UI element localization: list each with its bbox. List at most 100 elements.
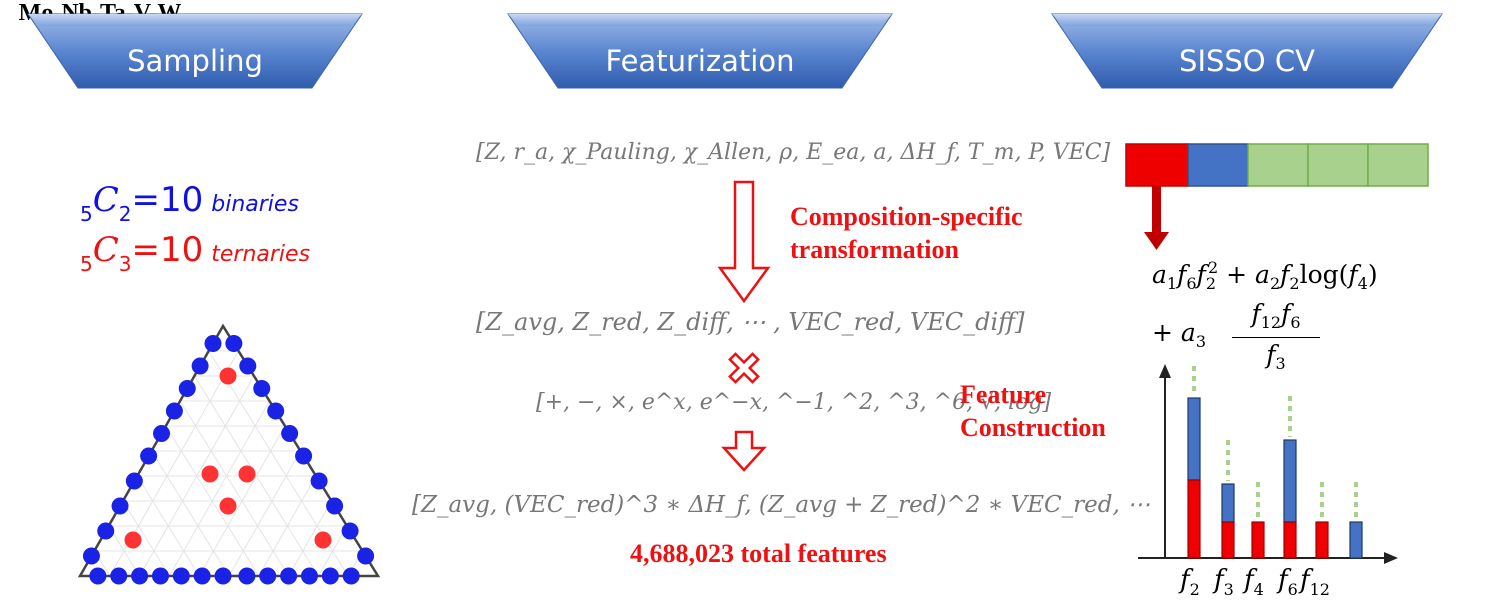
feature-axis-labels: f2 f3 f4 f6 f12 [1180, 565, 1360, 601]
y-axis-arrow-icon [1159, 364, 1171, 378]
binary-point [214, 567, 232, 585]
cv-fold-5 [1367, 143, 1429, 187]
bar-red [1221, 521, 1235, 559]
binary-point [225, 335, 243, 352]
binaries-prefix: 5 [80, 202, 93, 226]
sisso-fraction: f12f6 f3 [1232, 300, 1320, 381]
binary-point [97, 522, 115, 540]
binaries-label: binaries [211, 192, 299, 217]
grid-line [122, 500, 170, 577]
transformed-features: [Z_avg, Z_red, Z_diff, ⋯ , VEC_red, VEC_… [476, 308, 1025, 336]
binary-point [110, 567, 128, 585]
binary-point [191, 357, 209, 375]
binary-point [178, 380, 196, 397]
binary-point [153, 425, 171, 442]
ternary-point [219, 367, 237, 385]
feature-importance-plot [1138, 364, 1398, 564]
cv-fold-3 [1247, 143, 1309, 187]
banner-sampling-shape [27, 13, 363, 89]
binary-point [239, 357, 257, 375]
ternary-point [201, 465, 219, 483]
arrows-graphic [717, 180, 771, 472]
binary-point [82, 547, 100, 565]
ternaries-prefix: 5 [80, 252, 93, 276]
bar-blue [1221, 483, 1235, 523]
binary-point [193, 567, 211, 585]
transformation-label-line1: Composition-specific [790, 202, 1023, 231]
feature-label-f4: f4 [1244, 565, 1264, 599]
feature-label-f6: f6 [1278, 565, 1298, 599]
ternaries-count: 5C3=10 ternaries [80, 230, 310, 276]
cv-fold-4 [1307, 143, 1369, 187]
binary-point [140, 447, 158, 465]
binary-point [267, 402, 285, 420]
bar-blue [1187, 397, 1201, 481]
grid-line [139, 375, 255, 577]
binary-point [172, 567, 190, 585]
binary-point [281, 425, 299, 442]
binary-point [310, 472, 328, 490]
primary-features: [Z, r_a, χ_Pauling, χ_Allen, ρ, E_ea, a,… [476, 140, 1111, 165]
feature-label-f3: f3 [1214, 565, 1234, 599]
binary-point [357, 547, 375, 565]
binary-point [151, 567, 169, 585]
binary-point [125, 472, 143, 490]
construction-label-line1: Feature [960, 380, 1047, 409]
binary-point [326, 497, 344, 515]
binary-point [300, 567, 318, 585]
ternaries-label: ternaries [211, 242, 311, 267]
cross-icon [728, 352, 760, 384]
binary-point [295, 447, 313, 465]
binary-point [165, 402, 183, 420]
binary-point [321, 567, 339, 585]
bar-red [1251, 521, 1265, 559]
grid-line [288, 500, 332, 577]
binary-point [253, 380, 271, 397]
binary-point [238, 567, 256, 585]
grid-line [168, 400, 270, 577]
operator-set: [+, −, ×, e^x, e^−x, ^−1, ^2, ^3, ^6, √,… [536, 390, 1052, 415]
grid-line [151, 450, 230, 577]
constructed-features: [Z_avg, (VEC_red)^3 ∗ ΔH_f, (Z_avg + Z_r… [412, 492, 1151, 518]
banners-graphic [27, 13, 1443, 89]
grid-line [228, 450, 301, 577]
banner-sampling: Sampling [127, 44, 263, 78]
banner-sisso: SISSO CV [1179, 44, 1315, 78]
feature-label-f2: f2 [1180, 565, 1200, 599]
transformation-label-line2: transformation [790, 235, 959, 264]
binaries-symbol: C [92, 180, 119, 220]
binary-point [342, 567, 360, 585]
x-axis-arrow-icon [1384, 552, 1398, 564]
construction-arrow-icon [721, 430, 767, 472]
binary-point [89, 567, 107, 585]
cv-fold-test [1125, 143, 1189, 187]
binary-point [131, 567, 149, 585]
bar-red [1283, 521, 1297, 559]
binaries-index: 2 [118, 202, 132, 226]
banner-sisso-shape [1051, 13, 1443, 89]
banner-featurization-shape [507, 13, 893, 89]
bar-red [1187, 479, 1201, 559]
cv-fold-2 [1187, 143, 1249, 187]
total-features: 4,688,023 total features [630, 539, 887, 568]
transformation-arrow-icon [717, 180, 771, 304]
binary-point [111, 497, 129, 515]
binary-point [280, 567, 298, 585]
ternary-point [238, 465, 256, 483]
cv-folds-graphic [1125, 143, 1429, 250]
ternary-point [124, 531, 142, 549]
banner-featurization: Featurization [605, 44, 795, 78]
binary-point [204, 335, 222, 352]
grid-line [193, 375, 319, 577]
ternary-diagram [77, 323, 381, 585]
feature-label-f12: f12 [1300, 565, 1330, 599]
transformation-label: Composition-specific transformation [790, 200, 1023, 266]
binary-point [341, 522, 359, 540]
ternary-point [314, 531, 332, 549]
construction-label: Feature Construction [960, 378, 1106, 444]
ternaries-index: 3 [118, 252, 132, 276]
bar-red [1315, 521, 1329, 559]
bar-blue [1283, 439, 1297, 523]
bar-blue [1349, 521, 1363, 559]
sisso-equation-line1: a1f6f22 + a2f2log(f4) [1152, 258, 1378, 293]
